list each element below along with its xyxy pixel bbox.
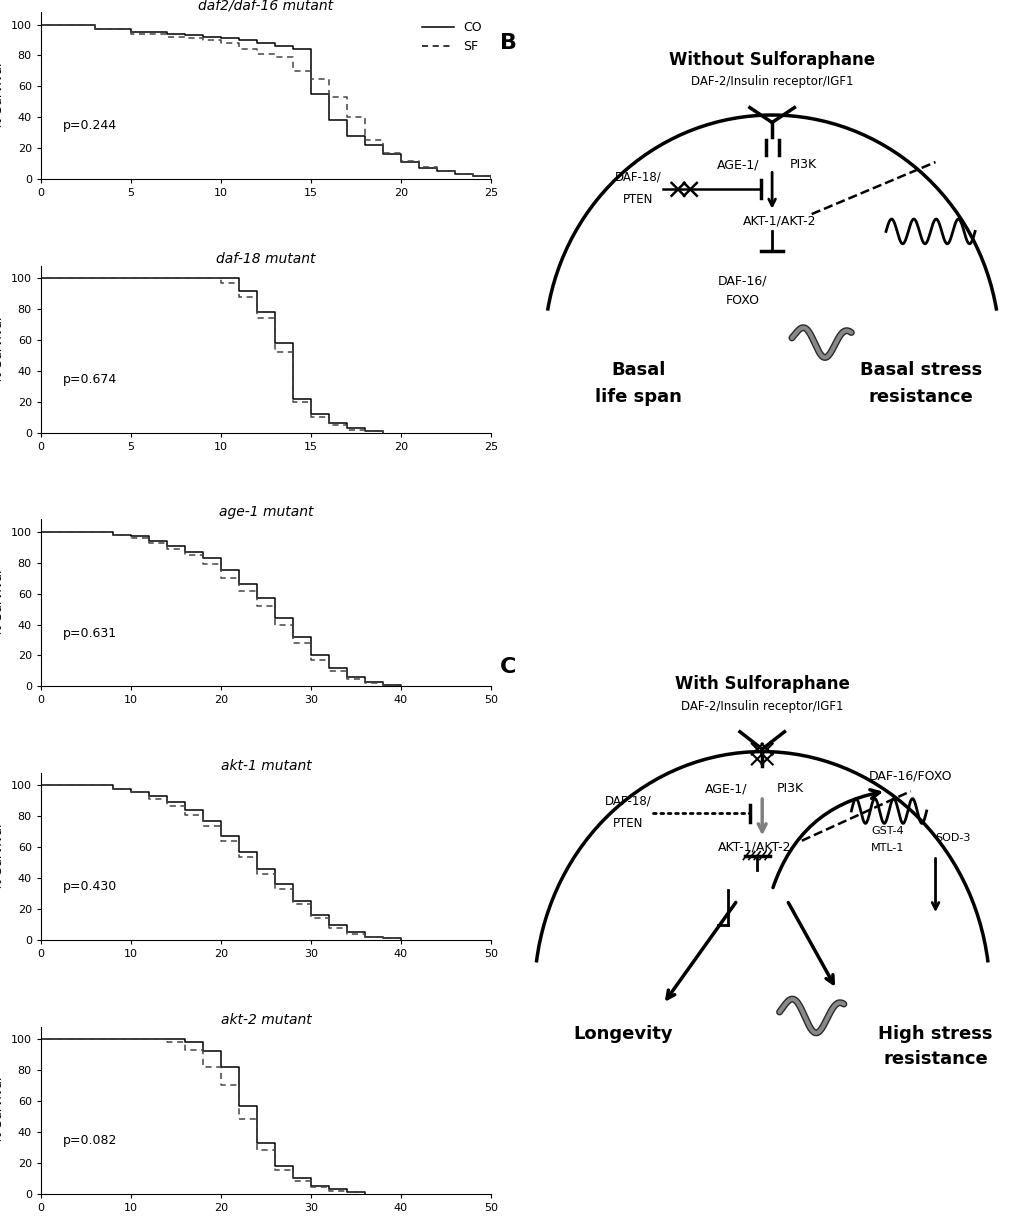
Y-axis label: % Survival: % Survival xyxy=(0,1077,5,1144)
Text: Without Sulforaphane: Without Sulforaphane xyxy=(668,51,874,68)
Text: PI3K: PI3K xyxy=(776,782,803,795)
Text: AKT-1/AKT-2: AKT-1/AKT-2 xyxy=(742,214,815,227)
Title: daf-18 mutant: daf-18 mutant xyxy=(216,252,315,266)
Text: DAF-16/FOXO: DAF-16/FOXO xyxy=(868,770,952,783)
Text: AGE-1/: AGE-1/ xyxy=(704,782,747,795)
Text: PTEN: PTEN xyxy=(612,817,643,829)
Text: resistance: resistance xyxy=(867,389,972,407)
Text: p=0.244: p=0.244 xyxy=(63,119,117,133)
Text: MTL-1: MTL-1 xyxy=(870,843,904,853)
Title: daf2/daf-16 mutant: daf2/daf-16 mutant xyxy=(198,0,333,12)
Text: AGE-1/: AGE-1/ xyxy=(716,158,759,171)
Text: DAF-2/Insulin receptor/IGF1: DAF-2/Insulin receptor/IGF1 xyxy=(681,699,843,713)
Text: SOD-3: SOD-3 xyxy=(934,833,970,843)
Text: p=0.631: p=0.631 xyxy=(63,626,117,639)
Text: Basal: Basal xyxy=(610,361,665,379)
Text: DAF-16/: DAF-16/ xyxy=(717,274,766,287)
Text: DAF-2/Insulin receptor/IGF1: DAF-2/Insulin receptor/IGF1 xyxy=(690,76,853,89)
Title: akt-2 mutant: akt-2 mutant xyxy=(220,1013,311,1027)
Text: GST-4: GST-4 xyxy=(870,826,903,836)
Text: PTEN: PTEN xyxy=(623,192,653,206)
Text: FOXO: FOXO xyxy=(725,295,759,307)
Text: life span: life span xyxy=(594,389,681,407)
Legend: CO, SF: CO, SF xyxy=(420,18,484,56)
Text: Basal stress: Basal stress xyxy=(859,361,981,379)
Text: p=0.430: p=0.430 xyxy=(63,881,117,893)
Y-axis label: % Survival: % Survival xyxy=(0,570,5,636)
Y-axis label: % Survival: % Survival xyxy=(0,315,5,382)
Text: AKT-1/AKT-2: AKT-1/AKT-2 xyxy=(717,840,791,853)
Text: High stress: High stress xyxy=(877,1024,991,1043)
Text: p=0.082: p=0.082 xyxy=(63,1134,117,1147)
Title: akt-1 mutant: akt-1 mutant xyxy=(220,759,311,773)
Title: age-1 mutant: age-1 mutant xyxy=(218,505,313,519)
Text: resistance: resistance xyxy=(882,1050,987,1067)
Text: C: C xyxy=(499,658,516,677)
Text: With Sulforaphane: With Sulforaphane xyxy=(675,675,849,693)
Text: Longevity: Longevity xyxy=(573,1024,673,1043)
Y-axis label: % Survival: % Survival xyxy=(0,823,5,890)
Text: p=0.674: p=0.674 xyxy=(63,373,117,386)
Text: PI3K: PI3K xyxy=(789,158,816,171)
Text: DAF-18/: DAF-18/ xyxy=(604,794,651,808)
Text: DAF-18/: DAF-18/ xyxy=(614,171,661,184)
Text: B: B xyxy=(499,33,517,54)
Y-axis label: % Survival: % Survival xyxy=(0,62,5,129)
